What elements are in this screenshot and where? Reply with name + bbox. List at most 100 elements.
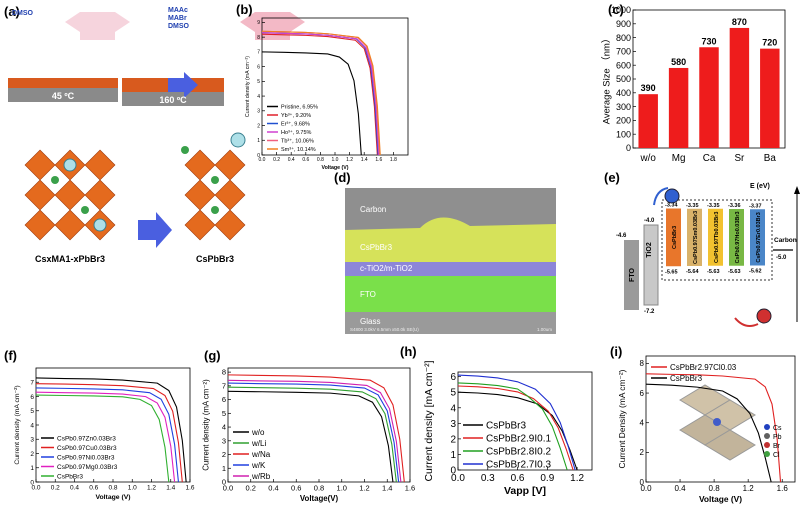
y-tick-label: 9 xyxy=(257,20,260,26)
level-label: -5.0 xyxy=(776,255,787,261)
material-label: FTO xyxy=(629,268,636,282)
x-tick-label: 0.6 xyxy=(89,485,98,492)
x-tick-label: 0.3 xyxy=(481,473,495,484)
series-line xyxy=(645,383,772,483)
inset-legend-dot xyxy=(764,451,770,457)
y-tick-label: 500 xyxy=(616,74,631,84)
y-tick-label: 400 xyxy=(616,88,631,98)
y-axis-label: Current Density (mA cm⁻²) xyxy=(617,369,627,468)
y-tick-label: 7 xyxy=(257,50,260,56)
series-line xyxy=(261,30,381,156)
x-tick-label: 1.2 xyxy=(147,485,156,492)
level-label: -5.64 xyxy=(686,269,699,275)
x-tick-label: 1.6 xyxy=(777,484,789,493)
y-tick-label: 6 xyxy=(640,389,645,398)
y-tick-label: 2 xyxy=(640,448,645,457)
y-tick-label: 700 xyxy=(616,47,631,57)
panel-label: (i) xyxy=(610,344,622,359)
series-line xyxy=(227,382,400,483)
inset-legend-dot xyxy=(764,442,770,448)
solvent-label: DMSO xyxy=(12,10,34,17)
legend-label: Er³⁺, 9.68% xyxy=(281,120,310,127)
x-tick-label: 0.4 xyxy=(674,484,686,493)
temperature-label: 160 ºC xyxy=(159,95,187,105)
y-tick-label: 100 xyxy=(616,129,631,139)
series-line xyxy=(261,33,378,156)
material-label: CsPb0.97Sm0.03Br3 xyxy=(693,211,699,264)
material-label: CsPbBr3 xyxy=(672,226,678,249)
series-line xyxy=(645,373,782,483)
inset-legend-dot xyxy=(764,424,770,430)
legend-label: CsPbBr2.8I0.2 xyxy=(486,447,551,458)
y-tick-label: 5 xyxy=(257,79,260,85)
level-label: -5.65 xyxy=(665,269,678,275)
value-label: 390 xyxy=(641,83,656,93)
legend-label: CsPb0.97Zn0.03Br3 xyxy=(57,435,116,442)
series-line xyxy=(457,374,576,471)
y-tick-label: 2 xyxy=(450,434,456,445)
series-line xyxy=(457,385,574,471)
inset-legend-dot xyxy=(764,433,770,439)
legend-label: CsPbBr2.9I0.1 xyxy=(486,434,551,445)
legend-label: w/Li xyxy=(251,439,266,448)
y-tick-label: 0 xyxy=(30,479,34,486)
solvent-label: MABr xyxy=(168,15,187,22)
series-line xyxy=(457,382,568,471)
y-tick-label: 6 xyxy=(222,395,226,404)
y-tick-label: 2 xyxy=(30,451,34,458)
y-tick-label: 1000 xyxy=(611,5,631,15)
scale-label: 1.00um xyxy=(537,327,552,332)
perovskite-bar xyxy=(666,208,681,267)
level-label: -3.34 xyxy=(665,203,678,209)
y-tick-label: 5 xyxy=(222,409,226,418)
structure-label: CsxMA1-xPbBr3 xyxy=(35,254,105,264)
y-tick-label: 8 xyxy=(257,35,260,41)
bar xyxy=(638,94,658,148)
y-tick-label: 4 xyxy=(30,422,34,429)
series-line xyxy=(227,390,394,483)
y-tick-label: 5 xyxy=(30,408,34,415)
material-label: CsPb0.97Tb0.03Br3 xyxy=(714,212,720,263)
y-tick-label: 0 xyxy=(222,478,226,487)
y-tick-label: 600 xyxy=(616,60,631,70)
legend-label: CsPb0.97Ni0.03Br3 xyxy=(57,454,115,461)
layer-label: CsPbBr3 xyxy=(360,243,393,252)
panel-label: (b) xyxy=(236,2,253,17)
y-tick-label: 4 xyxy=(222,423,226,432)
level-label: -7.2 xyxy=(644,309,655,315)
legend-label: w/Na xyxy=(251,450,271,459)
x-tick-label: 1.2 xyxy=(346,157,353,163)
legend-label: Pristine, 6.95% xyxy=(281,104,318,110)
y-tick-label: 8 xyxy=(640,359,645,368)
legend-label: w/Rb xyxy=(251,472,271,481)
y-tick-label: 0 xyxy=(640,478,645,487)
x-axis-label: Voltage (V) xyxy=(321,165,348,171)
tio2-bar xyxy=(643,224,659,306)
panel-i-inset xyxy=(679,384,756,461)
bar xyxy=(668,67,689,148)
layer-label: c-TiO2/m-TiO2 xyxy=(360,264,413,273)
y-tick-label: 4 xyxy=(640,419,645,428)
y-tick-label: 2 xyxy=(222,450,226,459)
value-label: 730 xyxy=(701,36,716,46)
panel-label: (a) xyxy=(4,4,20,19)
structure-label: CsPbBr3 xyxy=(196,254,234,264)
y-tick-label: 200 xyxy=(616,116,631,126)
x-tick-label: 0.4 xyxy=(288,157,295,163)
x-tick-label: 1.0 xyxy=(332,157,339,163)
x-axis-label: Voltage (V) xyxy=(699,494,742,504)
bar xyxy=(699,47,719,149)
y-tick-label: 300 xyxy=(616,102,631,112)
level-label: -5.63 xyxy=(728,269,741,275)
x-tick-label: 0.0 xyxy=(640,484,652,493)
panel-label: (c) xyxy=(608,2,624,17)
y-tick-label: 8 xyxy=(222,368,226,377)
temperature-label: 45 ºC xyxy=(52,91,75,101)
y-tick-label: 5 xyxy=(450,388,456,399)
legend-label: CsPbBr2.97Cl0.03 xyxy=(670,363,737,372)
y-tick-label: 0 xyxy=(626,143,631,153)
x-tick-label: w/o xyxy=(640,153,657,164)
legend-label: Ho³⁺, 9.75% xyxy=(281,129,312,136)
x-tick-label: 1.4 xyxy=(166,485,175,492)
